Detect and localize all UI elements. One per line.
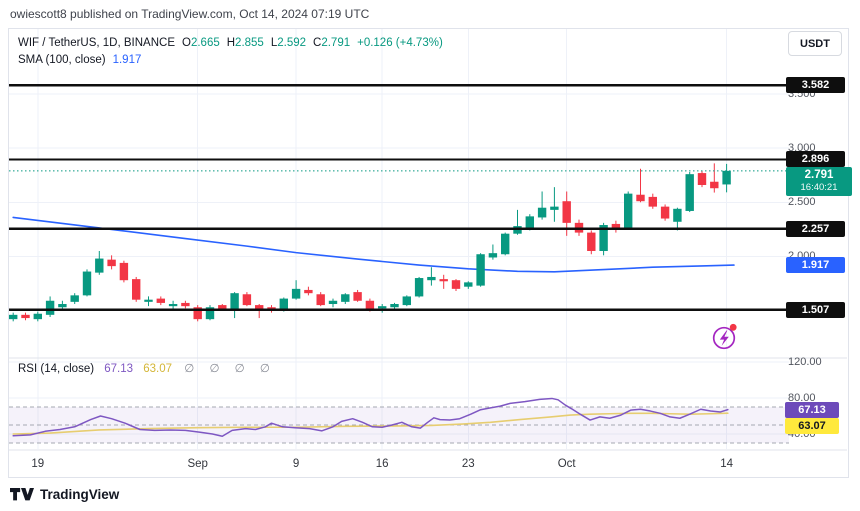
rsi-legend: RSI (14, close) 67.13 63.07 ∅ ∅ ∅ ∅ — [18, 361, 276, 375]
current-price-label: 2.791 16:40:21 — [786, 167, 852, 196]
time-axis-label: 9 — [292, 458, 300, 470]
sma-value: 1.917 — [112, 54, 142, 66]
time-axis-label: Sep — [187, 458, 208, 470]
price-axis-tick: 3.000 — [788, 142, 816, 155]
rsi-ma-value-label: 63.07 — [785, 418, 839, 434]
brand-name: TradingView — [40, 487, 120, 502]
time-axis-label: 23 — [461, 458, 475, 470]
rsi-axis-tick: 120.00 — [788, 356, 822, 368]
rsi-value-label: 67.13 — [785, 402, 839, 418]
tradingview-logo-icon — [10, 488, 34, 501]
time-axis-label: 19 — [31, 458, 45, 470]
price-level-label: 3.582 — [786, 77, 845, 94]
bar-countdown: 16:40:21 — [800, 182, 838, 193]
time-axis-label: 16 — [375, 458, 389, 470]
tradingview-branding[interactable]: TradingView — [10, 487, 119, 502]
ohlc-open: O2.665 — [182, 37, 220, 49]
price-axis-tick: 2.500 — [788, 196, 816, 209]
rsi-ma-value: 63.07 — [143, 363, 173, 375]
currency-toggle-button[interactable]: USDT — [788, 31, 842, 56]
rsi-empty-slots: ∅ ∅ ∅ ∅ — [184, 363, 276, 375]
sma-label: SMA (100, close) — [18, 54, 106, 66]
price-change: +0.126 (+4.73%) — [357, 37, 443, 49]
rsi-value: 67.13 — [104, 363, 134, 375]
symbol-title: WIF / TetherUS, 1D, BINANCE — [18, 37, 175, 49]
ohlc-high: H2.855 — [226, 37, 264, 49]
legend-sma-row: SMA (100, close) 1.917 — [18, 53, 443, 67]
price-level-label: 1.507 — [786, 301, 845, 318]
attribution-text: owiescott8 published on TradingView.com,… — [10, 7, 370, 21]
rsi-axis-tick: 80.00 — [788, 392, 816, 404]
ohlc-close: C2.791 — [313, 37, 351, 49]
rsi-title-text: RSI (14, close) — [18, 363, 95, 375]
sma-price-label: 1.917 — [786, 257, 845, 273]
time-axis-label: 14 — [720, 458, 733, 470]
time-axis-label: Oct — [557, 458, 576, 470]
legend-symbol-row: WIF / TetherUS, 1D, BINANCE O2.665 H2.85… — [18, 36, 443, 50]
current-price-value: 2.791 — [804, 169, 834, 181]
price-level-label: 2.896 — [786, 151, 845, 168]
ohlc-low: L2.592 — [270, 37, 307, 49]
chart-frame — [8, 28, 849, 478]
chart-legend: WIF / TetherUS, 1D, BINANCE O2.665 H2.85… — [18, 36, 443, 67]
price-level-label: 2.257 — [786, 220, 845, 237]
